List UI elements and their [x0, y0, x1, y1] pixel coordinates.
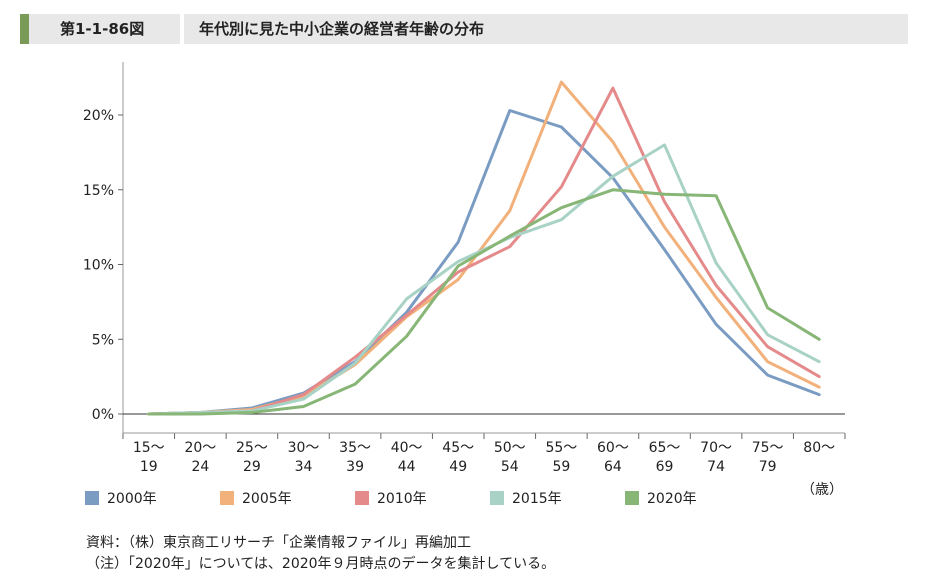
- x-tick-label: 15～: [133, 440, 165, 456]
- x-tick-label: 34: [295, 459, 313, 475]
- x-tick-label: 54: [501, 459, 519, 475]
- y-tick-label: 10%: [83, 258, 114, 274]
- figure-title: 年代別に見た中小企業の経営者年齢の分布: [199, 20, 485, 38]
- x-tick-label: 19: [140, 459, 158, 475]
- x-tick-label: 69: [656, 459, 674, 475]
- y-tick-label: 15%: [83, 183, 114, 199]
- legend-label: 2015年: [512, 491, 562, 507]
- x-tick-label: 29: [243, 459, 261, 475]
- series-line: [147, 109, 821, 416]
- x-axis-unit: （歳）: [801, 482, 843, 498]
- legend-label: 2005年: [242, 491, 292, 507]
- legend-label: 2020年: [647, 491, 697, 507]
- figure-header: 第1-1-86図 年代別に見た中小企業の経営者年齢の分布: [20, 14, 908, 44]
- x-tick-label: 35～: [339, 440, 371, 456]
- line-chart: 0% 5% 10% 15% 20% 15～ 19 20～ 24 25～ 29 30～ 34 35～ 39 40…: [83, 62, 846, 507]
- legend-label: 2010年: [377, 491, 427, 507]
- x-tick-label: 64: [604, 459, 622, 475]
- x-tick-label: 44: [398, 459, 416, 475]
- y-tick-label: 0%: [92, 407, 114, 423]
- x-tick-label: 24: [191, 459, 209, 475]
- x-tick-label: 70～: [700, 440, 732, 456]
- x-tick-label: 49: [449, 459, 467, 475]
- series-line: [147, 188, 821, 416]
- x-tick-label: 60～: [597, 440, 629, 456]
- x-tick-label: 20～: [184, 440, 216, 456]
- x-tick-label: 40～: [391, 440, 423, 456]
- y-tick-label: 20%: [83, 108, 114, 124]
- x-tick-label: 55～: [545, 440, 577, 456]
- source-note: 資料：（株）東京商工リサーチ「企業情報ファイル」再編加工: [86, 535, 471, 551]
- y-tick-label: 5%: [92, 332, 114, 348]
- x-tick-label: 25～: [236, 440, 268, 456]
- x-tick-label: 59: [552, 459, 570, 475]
- legend-swatch: [85, 491, 99, 505]
- series-line: [147, 143, 821, 416]
- accent-bar: [20, 14, 29, 44]
- x-tick-label: 50～: [494, 440, 526, 456]
- footnote: （注）「2020年」については、2020年９月時点のデータを集計している。: [86, 556, 556, 572]
- x-tick-label: 45～: [442, 440, 474, 456]
- x-tick-label: 30～: [288, 440, 320, 456]
- x-tick-label: 74: [707, 459, 725, 475]
- x-tick-label: 79: [759, 459, 777, 475]
- figure-label: 第1-1-86図: [60, 20, 145, 38]
- header-separator: [180, 14, 184, 44]
- legend-swatch: [220, 491, 234, 505]
- legend-swatch: [625, 491, 639, 505]
- x-tick-label: 75～: [752, 440, 784, 456]
- x-tick-label: 80～: [803, 440, 835, 456]
- legend-swatch: [490, 491, 504, 505]
- legend-swatch: [355, 491, 369, 505]
- legend-label: 2000年: [107, 491, 157, 507]
- x-tick-label: 39: [346, 459, 364, 475]
- x-tick-label: 65～: [649, 440, 681, 456]
